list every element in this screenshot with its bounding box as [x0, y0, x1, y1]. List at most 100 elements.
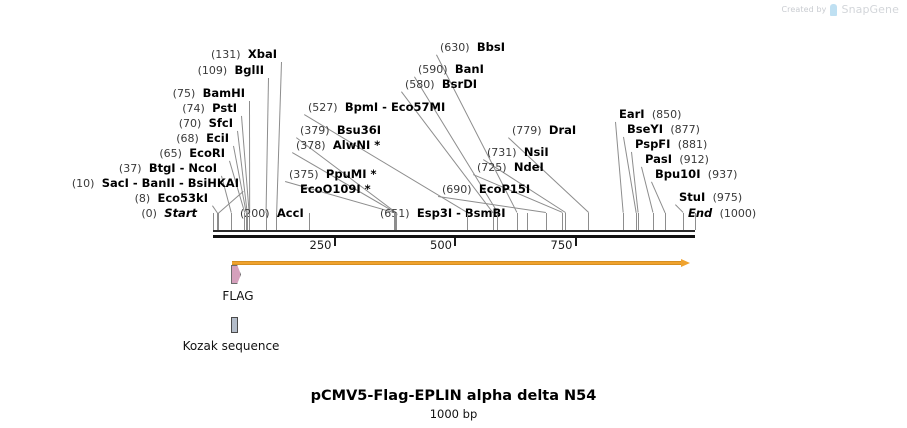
enzyme-label-saci[interactable]: (10) SacI - BanII - BsiHKAI [71, 177, 239, 191]
enzyme-label-eco53ki[interactable]: (8) Eco53kI [135, 191, 208, 206]
cut-site-tick[interactable] [695, 213, 696, 230]
enzyme-label-ecii[interactable]: (68) EciI [176, 131, 229, 146]
cut-site-tick[interactable] [622, 213, 624, 230]
enzyme-label-bglii[interactable]: (109) BglII [198, 64, 264, 78]
feature-flag-tag[interactable] [231, 265, 241, 284]
enzyme-label-bamhi[interactable]: (75) BamHI [173, 87, 245, 101]
enzyme-label-bpu10i[interactable]: Bpu10I (937) [655, 168, 738, 182]
ruler-label: 750 [550, 238, 573, 252]
enzyme-position: (68) [176, 132, 199, 145]
cut-site-tick[interactable] [562, 213, 564, 230]
leader-line [249, 100, 251, 213]
cut-site-tick[interactable] [249, 213, 251, 230]
cut-site-tick[interactable] [492, 213, 494, 230]
enzyme-name: EcoO109I * [300, 182, 371, 196]
enzyme-position: (881) [677, 138, 708, 151]
leader-line [276, 62, 282, 214]
cut-site-tick[interactable] [588, 213, 590, 230]
enzyme-position: (580) [405, 78, 435, 91]
leader-line [212, 205, 218, 213]
cut-site-tick[interactable] [497, 213, 499, 230]
cut-site-tick[interactable] [216, 213, 218, 230]
enzyme-label-btgi-ncoi[interactable]: (37) BtgI - NcoI [118, 161, 217, 176]
enzyme-name: EarI [619, 107, 645, 121]
enzyme-name: StuI [679, 190, 706, 204]
cut-site-tick[interactable] [230, 213, 232, 230]
cut-site-tick[interactable] [526, 213, 528, 230]
enzyme-position: (850) [651, 108, 682, 121]
enzyme-label-ecori[interactable]: (65) EcoRI [159, 147, 225, 161]
enzyme-label-bani[interactable]: (590) BanI [418, 63, 484, 77]
enzyme-label-end[interactable]: End (1000) [688, 206, 756, 221]
enzyme-label-drai[interactable]: (779) DraI [512, 123, 577, 138]
cut-site-tick[interactable] [635, 213, 637, 230]
enzyme-position: (65) [159, 147, 182, 160]
enzyme-position: (937) [707, 168, 738, 181]
cut-site-tick[interactable] [637, 213, 639, 230]
enzyme-position: (877) [670, 123, 700, 136]
cut-site-tick[interactable] [545, 213, 547, 230]
orf-arrow-shape[interactable] [232, 259, 690, 268]
plasmid-length: 1000 bp [429, 407, 478, 421]
cut-site-tick[interactable] [246, 213, 248, 230]
enzyme-name: PstI [212, 101, 237, 115]
enzyme-position: (375) [289, 168, 319, 181]
enzyme-label-sfci[interactable]: (70) SfcI [179, 117, 233, 131]
enzyme-label-bsu36i[interactable]: (379) Bsu36I [300, 124, 381, 138]
backbone-double-strand [213, 235, 695, 238]
enzyme-position: (131) [210, 48, 241, 61]
enzyme-label-pspfi[interactable]: PspFI (881) [635, 138, 708, 152]
enzyme-position: (651) [380, 207, 410, 220]
enzyme-label-psti[interactable]: (74) PstI [182, 101, 237, 116]
enzyme-label-ndei[interactable]: (725) NdeI [477, 161, 544, 175]
enzyme-position: (37) [118, 162, 142, 175]
ruler-tick [574, 238, 577, 246]
enzyme-name: DraI [548, 123, 577, 137]
enzyme-name: End [688, 206, 713, 220]
enzyme-position: (731) [487, 146, 517, 159]
cut-site-tick[interactable] [565, 213, 567, 230]
enzyme-label-eari[interactable]: EarI (850) [619, 107, 682, 122]
enzyme-name: Eco53kI [157, 191, 208, 205]
enzyme-position: (10) [71, 177, 95, 190]
enzyme-name: BtgI - NcoI [148, 161, 217, 175]
cut-site-tick[interactable] [682, 213, 684, 230]
cut-site-tick[interactable] [245, 213, 247, 230]
cut-site-tick[interactable] [664, 213, 666, 230]
cut-site-tick[interactable] [467, 213, 468, 230]
cut-site-tick[interactable] [244, 213, 246, 230]
enzyme-label-pasi[interactable]: PasI (912) [645, 153, 709, 167]
enzyme-label-bsrdi[interactable]: (580) BsrDI [405, 78, 477, 92]
cut-site-tick[interactable] [309, 213, 311, 230]
enzyme-label-ppumi[interactable]: (375) PpuMI * [289, 168, 377, 182]
enzyme-label-nsii[interactable]: (731) NsiI [487, 146, 549, 160]
enzyme-label-alwni[interactable]: (378) AlwNI * [296, 138, 381, 153]
cut-site-tick[interactable] [276, 213, 278, 230]
enzyme-label-ecoo109i[interactable]: EcoO109I * [300, 183, 371, 196]
enzyme-label-bseyi[interactable]: BseYI (877) [627, 123, 700, 137]
cut-site-tick[interactable] [652, 213, 654, 230]
cut-site-tick[interactable] [213, 213, 214, 230]
enzyme-label-bbsi[interactable]: (630) BbsI [440, 40, 506, 55]
enzyme-label-ecop15i[interactable]: (690) EcoP15I [442, 182, 531, 197]
cut-site-tick[interactable] [265, 213, 267, 230]
enzyme-name: EciI [206, 131, 229, 145]
enzyme-name: EcoP15I [478, 182, 531, 196]
enzyme-label-esp3i[interactable]: (651) Esp3I - BsmBI [380, 207, 506, 221]
enzyme-label-start[interactable]: (0) Start [141, 207, 197, 221]
enzyme-name: XbaI [247, 47, 277, 61]
cut-site-tick[interactable] [516, 213, 518, 230]
enzyme-label-bpmi[interactable]: (527) BpmI - Eco57MI [308, 101, 445, 115]
enzyme-position: (725) [477, 161, 507, 174]
leader-line [651, 181, 666, 213]
enzyme-label-stui[interactable]: StuI (975) [679, 190, 742, 205]
cut-site-tick[interactable] [395, 213, 397, 230]
enzyme-position: (912) [679, 153, 709, 166]
enzyme-name: BbsI [476, 40, 506, 54]
cut-site-tick[interactable] [217, 213, 219, 230]
enzyme-name: AlwNI * [332, 138, 381, 152]
cut-site-tick[interactable] [393, 213, 395, 230]
feature-kozak-sequence[interactable] [231, 317, 238, 333]
snapgene-logo-icon [830, 3, 838, 16]
enzyme-label-xbai[interactable]: (131) XbaI [210, 47, 277, 62]
